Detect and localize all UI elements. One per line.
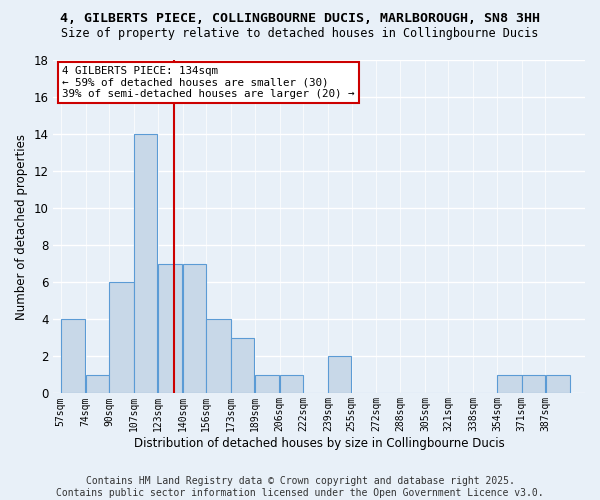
Text: Contains HM Land Registry data © Crown copyright and database right 2025.
Contai: Contains HM Land Registry data © Crown c… [56,476,544,498]
Bar [158,264,182,394]
Bar [545,375,570,394]
Bar [134,134,157,394]
Bar [280,375,303,394]
Text: 4, GILBERTS PIECE, COLLINGBOURNE DUCIS, MARLBOROUGH, SN8 3HH: 4, GILBERTS PIECE, COLLINGBOURNE DUCIS, … [60,12,540,26]
Bar [109,282,134,394]
Bar [183,264,206,394]
Bar [86,375,109,394]
Y-axis label: Number of detached properties: Number of detached properties [15,134,28,320]
X-axis label: Distribution of detached houses by size in Collingbourne Ducis: Distribution of detached houses by size … [134,437,505,450]
Bar [232,338,254,394]
Bar [497,375,521,394]
Bar [328,356,351,394]
Bar [206,320,231,394]
Bar [255,375,280,394]
Bar [61,320,85,394]
Bar [522,375,545,394]
Text: 4 GILBERTS PIECE: 134sqm
← 59% of detached houses are smaller (30)
39% of semi-d: 4 GILBERTS PIECE: 134sqm ← 59% of detach… [62,66,355,99]
Text: Size of property relative to detached houses in Collingbourne Ducis: Size of property relative to detached ho… [61,28,539,40]
